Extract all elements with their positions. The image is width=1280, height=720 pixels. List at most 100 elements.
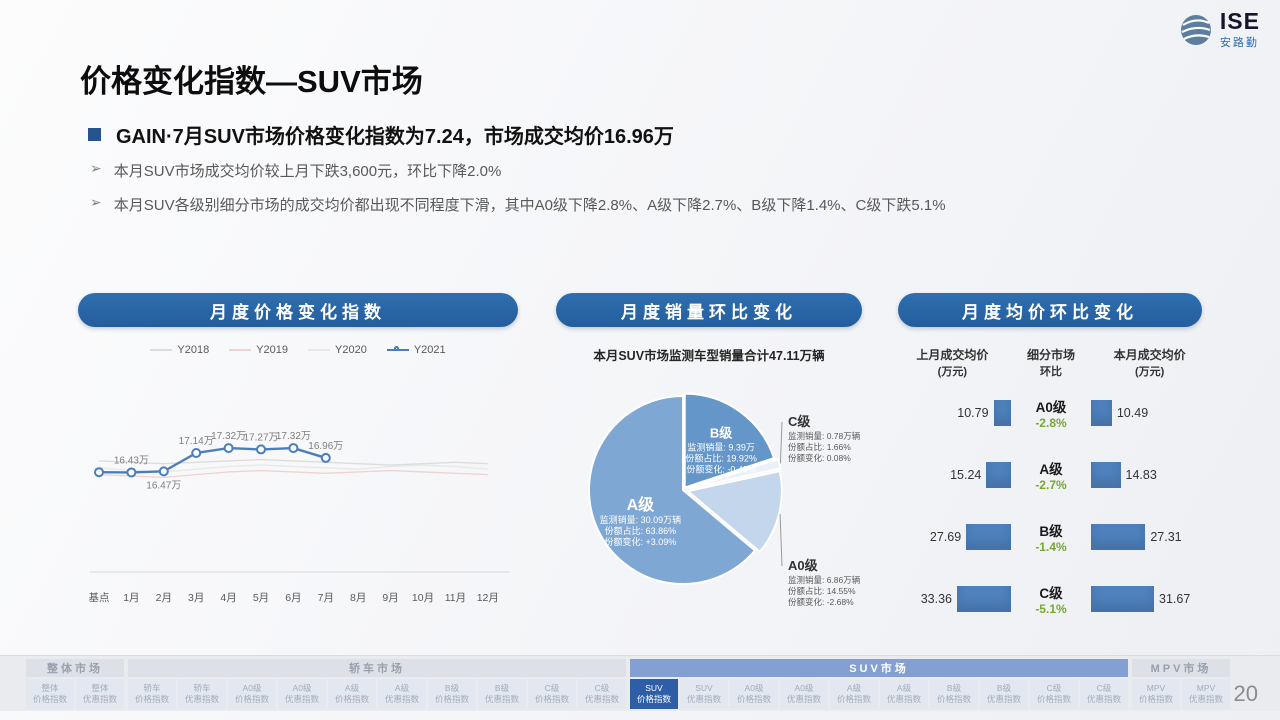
nav-item[interactable]: A0级 优惠指数 [780,679,828,709]
nav-item[interactable]: A级 价格指数 [830,679,878,709]
pie-label-line: 份额占比: 63.86% [605,525,677,536]
nav-item[interactable]: C级 优惠指数 [1080,679,1128,709]
pie-label-line: 份额占比: 1.66% [788,442,851,452]
nav-group-tab[interactable]: SUV市场 [630,659,1128,677]
prev-price-cell: 10.79 [903,400,1011,426]
nav-item[interactable]: SUV 价格指数 [630,679,678,709]
globe-icon [1180,15,1211,45]
table-row: 15.24 A级 -2.7% 14.83 [903,448,1199,502]
nav-item[interactable]: B级 价格指数 [930,679,978,709]
nav-item[interactable]: B级 价格指数 [428,679,476,709]
nav-item[interactable]: A0级 价格指数 [228,679,276,709]
prev-price-cell: 33.36 [903,586,1011,612]
arrow-bullet-icon: ➢ [90,160,102,176]
nav-item[interactable]: MPV 优惠指数 [1182,679,1230,709]
nav-item-line1: A0级 [794,683,814,694]
column-header-line: (万元) [937,366,967,378]
prev-price-value: 10.79 [957,406,989,420]
nav-item[interactable]: C级 价格指数 [1030,679,1078,709]
square-bullet-icon [88,128,101,141]
nav-item[interactable]: 整体 优惠指数 [76,679,124,709]
x-axis-label: 10月 [412,592,434,604]
nav-item-line2: 价格指数 [1036,694,1071,704]
nav-item-line2: 优惠指数 [686,694,721,704]
pie-label-A级: A级 [627,495,656,514]
nav-item[interactable]: B级 优惠指数 [478,679,526,709]
pie-label-A0级: A0级 [788,558,819,573]
nav-item-line2: 优惠指数 [384,694,419,704]
nav-item-line1: MPV [1196,683,1216,694]
nav-item[interactable]: 整体 价格指数 [26,679,74,709]
headline-text: GAIN·7月SUV市场价格变化指数为7.24，市场成交均价16.96万 [116,126,674,148]
column-header-line: 上月成交均价 [916,348,989,362]
legend-label: Y2019 [256,344,288,356]
arrow-bullet-icon: ➢ [90,194,102,210]
nav-group-tab[interactable]: 整体市场 [26,659,124,677]
x-axis-label: 8月 [350,592,366,604]
nav-item[interactable]: C级 价格指数 [528,679,576,709]
nav-item-line2: 优惠指数 [284,694,319,704]
nav-item[interactable]: A级 价格指数 [328,679,376,709]
data-point-marker [223,443,234,454]
pie-slice-A0级 [685,469,783,554]
nav-item-line1: A级 [896,683,912,694]
pie-label-line: 份额占比: 19.92% [685,452,757,463]
data-point-marker [256,444,266,455]
nav-item[interactable]: 轿车 价格指数 [128,679,176,709]
pie-slice-C级 [688,457,782,490]
pie-subtitle: 本月SUV市场监测车型销量合计47.11万辆 [593,349,825,363]
price-table: 10.79 A0级 -2.8% 10.49 15.24 A级 -2.7% 14.83 27.69… [903,386,1199,634]
nav-item[interactable]: A级 优惠指数 [880,679,928,709]
curr-price-cell: 10.49 [1091,400,1199,426]
line-chart: 16.43万16.47万17.14万17.32万17.27万17.32万16.9… [89,431,510,604]
x-axis-label: 5月 [253,592,269,604]
pie-label-B级: B级 [710,425,733,440]
segment-cell: C级 -5.1% [1011,582,1091,616]
nav-items: SUV 价格指数 SUV 优惠指数 A0级 价格指数 A0级 优惠指数 A级 价格指数 A级 优惠指数… [630,679,1128,709]
nav-item-line1: B级 [444,683,460,694]
segment-cell: B级 -1.4% [1011,520,1091,554]
legend-item: Y2019 [229,344,288,356]
nav-item[interactable]: A0级 价格指数 [730,679,778,709]
point-label: 17.32万 [211,431,246,442]
nav-item-line1: A级 [344,683,360,694]
series-line-Y2021 [98,446,327,474]
data-point-marker [320,452,331,463]
nav-group: 轿车市场 轿车 价格指数 轿车 优惠指数 A0级 价格指数 A0级 优惠指数 A级 价格指数 A级 优惠… [128,659,626,709]
legend-line-icon [308,349,330,351]
nav-item-line2: 优惠指数 [1086,694,1121,704]
panel-title-sales-share: 月度销量环比变化 [556,293,862,327]
nav-item-line2: 价格指数 [134,694,169,704]
data-point-marker [94,467,104,478]
nav-group-tab[interactable]: MPV市场 [1132,659,1230,677]
nav-item-line1: 整体 [91,683,109,694]
nav-items: 整体 价格指数 整体 优惠指数 [26,679,124,709]
legend-line-icon [386,346,409,351]
nav-item[interactable]: B级 优惠指数 [980,679,1028,709]
nav-item[interactable]: MPV 价格指数 [1132,679,1180,709]
nav-item[interactable]: SUV 优惠指数 [680,679,728,709]
table-row: 27.69 B级 -1.4% 27.31 [903,510,1199,564]
nav-item[interactable]: A级 优惠指数 [378,679,426,709]
nav-item-line1: A级 [394,683,410,694]
prev-price-cell: 27.69 [903,524,1011,550]
nav-group: 整体市场整体 价格指数 整体 优惠指数 [26,659,124,709]
leader-line [779,513,783,567]
nav-item[interactable]: 轿车 优惠指数 [178,679,226,709]
nav-item-line1: B级 [494,683,510,694]
nav-item[interactable]: C级 优惠指数 [578,679,626,709]
segment-name: C级 [1039,586,1063,601]
nav-item-line2: 优惠指数 [886,694,921,704]
x-axis-label: 9月 [382,592,398,604]
nav-item[interactable]: A0级 优惠指数 [278,679,326,709]
curr-price-bar [1091,462,1121,488]
logo-name: ISE [1219,8,1260,34]
pie-label-line: 份额变化: +3.09% [604,536,676,547]
data-point-marker [288,443,299,454]
legend-item: Y2021 [386,344,446,356]
prev-price-cell: 15.24 [903,462,1011,488]
nav-group-tab[interactable]: 轿车市场 [128,659,626,677]
x-axis-label: 11月 [445,592,466,604]
curr-price-cell: 31.67 [1091,586,1199,612]
legend-marker-icon [393,346,399,351]
